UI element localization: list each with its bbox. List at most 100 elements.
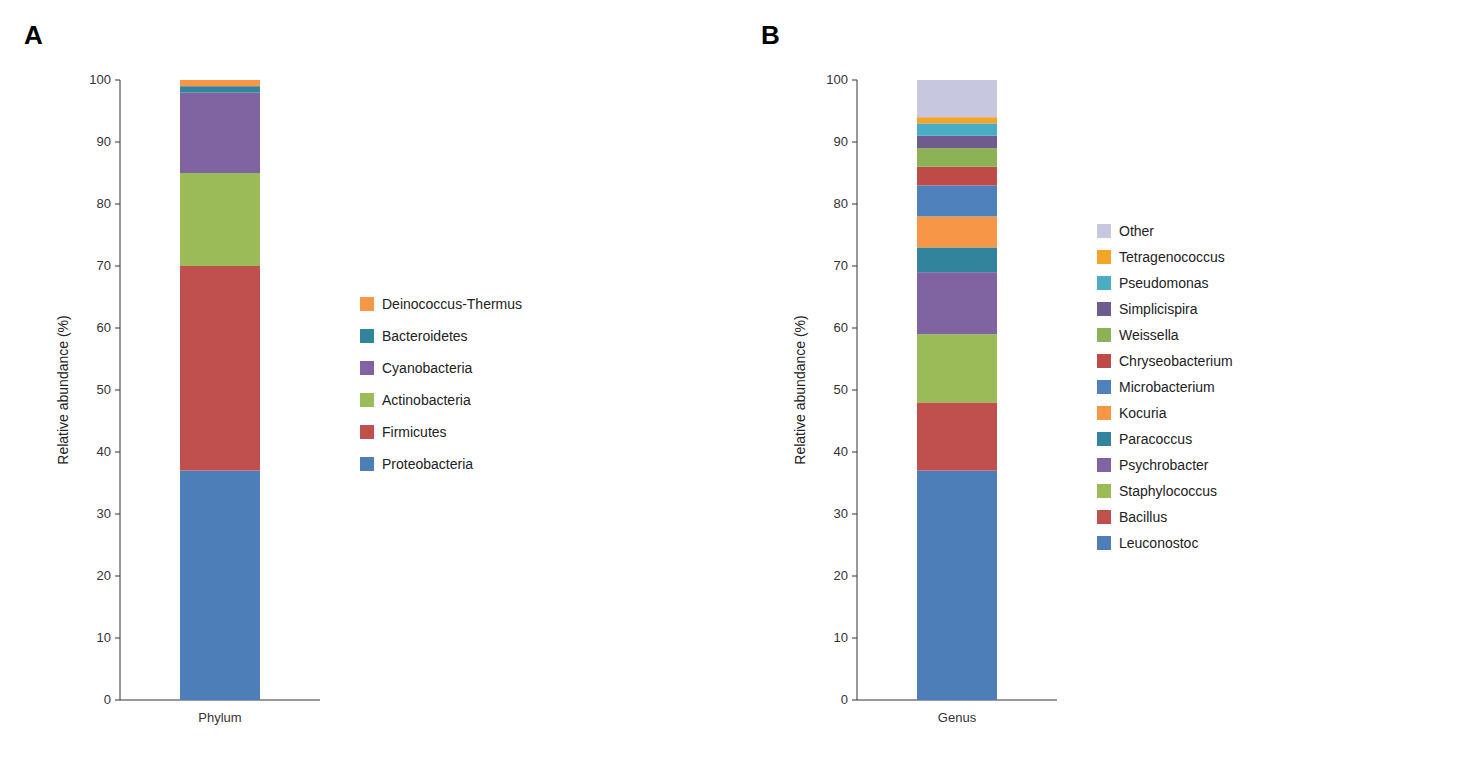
y-tick <box>852 576 857 577</box>
bar-segment <box>917 471 997 700</box>
y-tick <box>115 80 120 81</box>
chart-svg: A 0 10 20 30 40 50 60 70 80 90 100 Relative abundanc… <box>0 0 1474 782</box>
y-tick <box>115 638 120 639</box>
legend-swatch <box>360 361 374 375</box>
bar-segment <box>180 92 260 173</box>
y-tick <box>115 204 120 205</box>
y-tick-label: 0 <box>104 692 111 707</box>
bar-segment <box>180 173 260 266</box>
legend-swatch <box>1097 458 1111 472</box>
legend-swatch <box>1097 510 1111 524</box>
legend-swatch <box>1097 406 1111 420</box>
panel: B0102030405060708090100Relative abundanc… <box>761 20 1233 725</box>
bar-segment <box>917 216 997 247</box>
y-tick <box>115 328 120 329</box>
legend-label: Microbacterium <box>1119 379 1215 395</box>
legend-swatch <box>360 297 374 311</box>
bar-segment <box>917 334 997 402</box>
y-tick <box>852 204 857 205</box>
legend-swatch <box>1097 328 1111 342</box>
bar-segment <box>917 185 997 216</box>
y-tick <box>115 700 120 701</box>
legend-swatch <box>1097 432 1111 446</box>
y-tick-label: 80 <box>97 196 111 211</box>
bar-segment <box>917 123 997 135</box>
bar-segment <box>180 266 260 471</box>
bars <box>917 80 997 700</box>
legend-swatch <box>360 393 374 407</box>
bar-segment <box>917 136 997 148</box>
legend-swatch <box>1097 302 1111 316</box>
legend-swatch <box>1097 484 1111 498</box>
legend-label: Proteobacteria <box>382 456 473 472</box>
y-tick <box>852 638 857 639</box>
x-tick-label: Phylum <box>198 710 241 725</box>
y-tick-label: 40 <box>834 444 848 459</box>
y-tick-label: 90 <box>834 134 848 149</box>
y-tick-label: 100 <box>826 72 848 87</box>
legend-label: Other <box>1119 223 1154 239</box>
y-tick <box>852 80 857 81</box>
y-tick-label: 60 <box>834 320 848 335</box>
y-axis-label: Relative abundance (%) <box>55 315 71 464</box>
y-tick <box>852 700 857 701</box>
legend-swatch <box>1097 354 1111 368</box>
bar-segment <box>917 272 997 334</box>
y-tick-label: 90 <box>97 134 111 149</box>
bar-segment <box>917 148 997 167</box>
y-tick-label: 70 <box>97 258 111 273</box>
y-tick-label: 10 <box>97 630 111 645</box>
y-tick-label: 30 <box>834 506 848 521</box>
legend-label: Weissella <box>1119 327 1179 343</box>
y-tick-label: 30 <box>97 506 111 521</box>
bar-segment <box>917 402 997 470</box>
legend-label: Bacteroidetes <box>382 328 468 344</box>
y-axis-label: Relative abundance (%) <box>792 315 808 464</box>
panel-label: A <box>24 20 43 50</box>
legend-swatch <box>1097 380 1111 394</box>
legend-label: Firmicutes <box>382 424 447 440</box>
legend-label: Actinobacteria <box>382 392 471 408</box>
y-tick <box>115 266 120 267</box>
legend-label: Staphylococcus <box>1119 483 1217 499</box>
legend-label: Paracoccus <box>1119 431 1192 447</box>
legend-label: Leuconostoc <box>1119 535 1198 551</box>
legend-swatch <box>360 425 374 439</box>
y-tick-label: 60 <box>97 320 111 335</box>
legend-label: Pseudomonas <box>1119 275 1209 291</box>
y-tick-label: 20 <box>834 568 848 583</box>
y-tick-label: 50 <box>834 382 848 397</box>
y-tick-label: 20 <box>97 568 111 583</box>
y-tick-label: 0 <box>841 692 848 707</box>
y-tick <box>852 142 857 143</box>
bar-segment <box>180 86 260 92</box>
legend-label: Bacillus <box>1119 509 1167 525</box>
bar-segment <box>180 80 260 86</box>
legend-swatch <box>1097 250 1111 264</box>
y-tick <box>852 328 857 329</box>
legend-swatch <box>360 457 374 471</box>
bar-segment <box>917 247 997 272</box>
legend: Other Tetragenococcus Pseudomonas Simplicis… <box>1097 223 1233 551</box>
y-tick <box>115 576 120 577</box>
y-tick <box>115 452 120 453</box>
legend-swatch <box>1097 224 1111 238</box>
y-tick <box>852 452 857 453</box>
legend-label: Psychrobacter <box>1119 457 1209 473</box>
legend-label: Deinococcus-Thermus <box>382 296 522 312</box>
y-tick <box>852 514 857 515</box>
y-tick <box>852 390 857 391</box>
y-tick-label: 70 <box>834 258 848 273</box>
x-tick-label: Genus <box>938 710 977 725</box>
bar-segment <box>180 471 260 700</box>
y-tick <box>115 390 120 391</box>
bar-segment <box>917 117 997 123</box>
panel: A0102030405060708090100Relative abundanc… <box>24 20 522 725</box>
bar-segment <box>917 80 997 117</box>
y-tick-label: 80 <box>834 196 848 211</box>
y-tick-label: 100 <box>89 72 111 87</box>
legend-swatch <box>1097 536 1111 550</box>
legend-label: Tetragenococcus <box>1119 249 1225 265</box>
legend-label: Simplicispira <box>1119 301 1198 317</box>
y-tick-label: 50 <box>97 382 111 397</box>
